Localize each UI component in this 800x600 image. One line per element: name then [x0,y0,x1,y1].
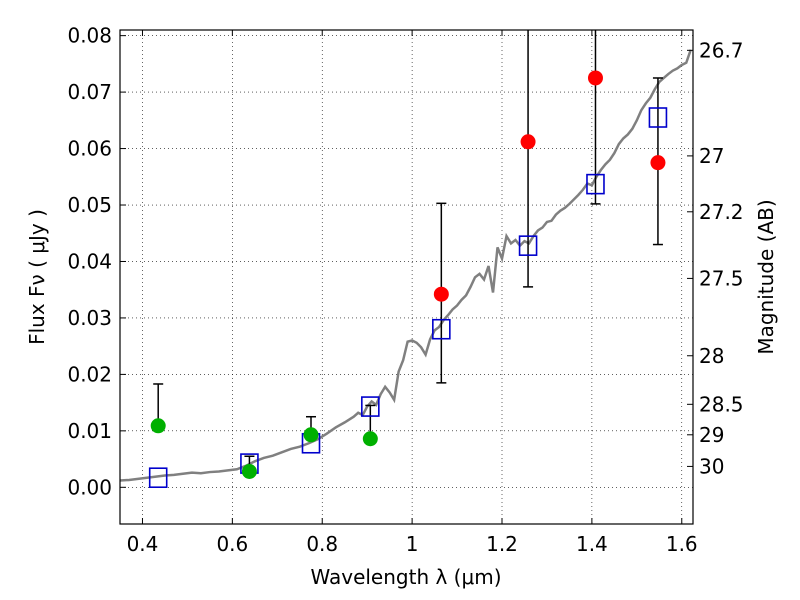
y-tick-label: 0.00 [67,475,112,499]
x-tick-label: 1.2 [486,532,518,556]
mag-tick-label: 27.2 [699,200,744,224]
y-tick-labels: 0.00 0.01 0.02 0.03 0.04 0.05 0.06 0.07 0.08 [67,24,112,500]
x-axis-label: Wavelength λ (μm) [310,565,501,589]
observed-point [303,427,319,443]
mag-tick-label: 26.7 [699,38,744,62]
x-tick-label: 0.8 [306,532,338,556]
y-axis-label: Flux Fν ( μJy ) [25,209,49,345]
model-square [586,173,605,195]
y-tick-label: 0.04 [67,249,112,273]
mag-tick-label: 30 [699,454,724,478]
model-square [648,107,668,128]
y-tick-label: 0.08 [67,24,112,48]
model-square [361,396,380,417]
mag-tick-label: 27 [699,144,724,168]
observed-point [520,134,536,150]
y-tick-label: 0.01 [67,419,112,443]
axis-ticks [120,30,693,524]
observed-point [241,463,257,479]
observed-point [362,431,378,447]
x-tick-label: 1 [406,532,419,556]
model-square [518,235,538,256]
x-tick-label: 0.6 [216,532,248,556]
observed-point [587,70,603,86]
observed-point [650,155,666,171]
model-square [148,467,168,489]
spectrum-line [120,49,692,482]
x-tick-label: 0.4 [127,532,159,556]
y2-axis-label: Magnitude (AB) [754,199,778,354]
x-tick-label: 1.4 [576,532,608,556]
y-tick-label: 0.06 [67,137,112,161]
plot-area [120,30,692,489]
model-photometry-squares [148,107,668,489]
y-tick-label: 0.02 [67,362,112,386]
mag-tick-label: 28 [699,344,724,368]
y-tick-label: 0.07 [67,80,112,104]
mag-tick-label: 29 [699,423,724,447]
y-tick-label: 0.03 [67,306,112,330]
observed-point [433,286,449,302]
y-tick-label: 0.05 [67,193,112,217]
observed-points [150,70,666,479]
mag-tick-label: 27.5 [699,266,744,290]
observed-point [150,418,166,434]
plot-frame [119,29,694,525]
x-tick-labels: 0.4 0.6 0.8 1 1.2 1.4 1.6 [127,532,698,556]
model-square [432,318,451,340]
magnitude-tick-labels: 26.7 27 27.2 27.5 28 28.5 29 30 [699,38,744,478]
x-tick-label: 1.6 [666,532,698,556]
mag-tick-label: 28.5 [699,392,744,416]
